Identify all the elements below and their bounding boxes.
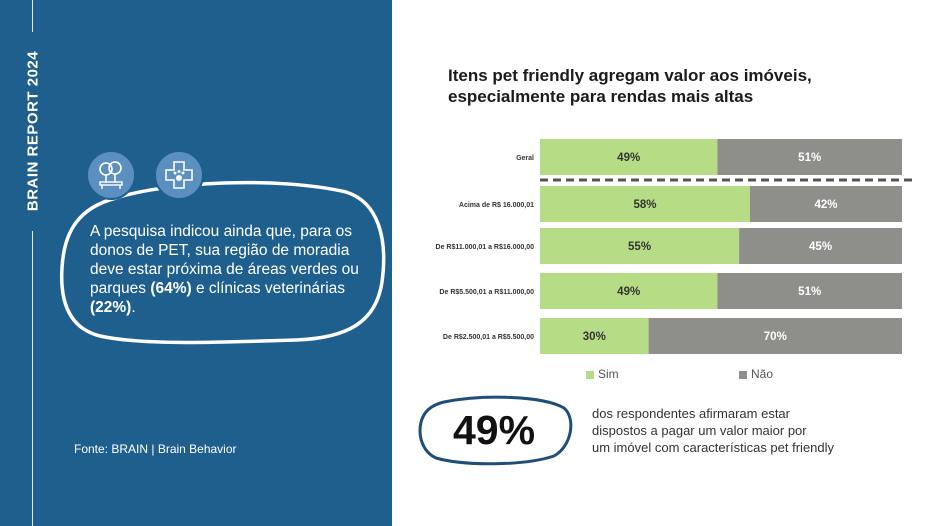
park-icon [86,150,136,200]
highlight-value: 49% [452,407,536,453]
bar-segment-sim [540,228,740,264]
bar-value-label: 42% [814,199,837,211]
chart-title-line: Itens pet friendly agregam valor aos imó… [448,66,812,85]
bar-segment-nao [749,186,902,222]
report-label: BRAIN REPORT 2024 [24,50,42,212]
highlight-note-line: dispostos a pagar um valor maior por [592,423,807,438]
bar-segment-sim [540,186,750,222]
callout-text-part: e clínicas veterinárias [191,280,346,297]
callout-clinics-percent: (22%) [90,299,132,316]
bar-value-label: 51% [798,152,821,164]
chart-title-line: especialmente para rendas mais altas [448,87,754,106]
callout-parks-percent: (64%) [150,280,192,297]
legend-swatch-sim [586,370,594,379]
callout-text-part: A pesquisa indicou ainda que, para os do… [90,223,359,297]
bar-segment-nao [717,273,902,309]
left-panel: BRAIN REPORT 2024 A pesquisa indicou ain… [0,0,392,526]
bar-value-label: 45% [809,241,832,253]
legend-label-sim: Sim [598,367,619,381]
highlight-badge: 49% [418,395,573,466]
bar-segment-sim [540,139,718,175]
category-label: De R$2.500,01 a R$5.500,00 [443,334,534,341]
bar-segment-nao [648,318,902,354]
bar-value-label: 49% [617,152,640,164]
callout-text: A pesquisa indicou ainda que, para os do… [90,222,380,317]
source-note: Fonte: BRAIN | Brain Behavior [74,442,237,456]
category-label: De R$11.000,01 a R$16.000,00 [436,244,535,251]
bar-value-label: 30% [583,331,606,343]
bar-value-label: 70% [764,331,787,343]
bar-segment-sim [540,273,718,309]
callout-text-part: . [131,299,136,316]
vertical-rule-top [32,0,33,32]
highlight-note: dos respondentes afirmaram estar dispost… [592,405,902,456]
stacked-bar-chart: Geral 49% 51% Acima de R$ 16.000,01 58% 42% De… [436,139,916,354]
callout-outline [59,180,386,345]
bar-value-label: 58% [633,199,656,211]
legend-swatch-nao [739,370,747,379]
legend-item-nao: Não [739,367,773,381]
legend-label-nao: Não [751,367,774,381]
vet-clinic-icon [154,150,204,200]
category-label: Acima de R$ 16.000,01 [459,202,534,209]
report-label-bar: BRAIN REPORT 2024 [22,0,44,526]
highlight-note-line: dos respondentes afirmaram estar [592,406,790,421]
category-label: De R$5.500,01 a R$11.000,00 [439,289,534,296]
highlight-outline [418,395,573,466]
bar-segment-nao [739,228,902,264]
vertical-rule-bottom [32,231,33,526]
bar-value-label: 55% [628,241,651,253]
chart-title: Itens pet friendly agregam valor aos imó… [448,65,898,107]
highlight-note-line: um imóvel com características pet friend… [592,440,835,455]
category-label: Geral [516,155,534,162]
bar-segment-nao [717,139,902,175]
bar-segment-sim [540,318,649,354]
bar-value-label: 49% [617,286,640,298]
bar-value-label: 51% [798,286,821,298]
legend-item-sim: Sim [586,367,619,381]
